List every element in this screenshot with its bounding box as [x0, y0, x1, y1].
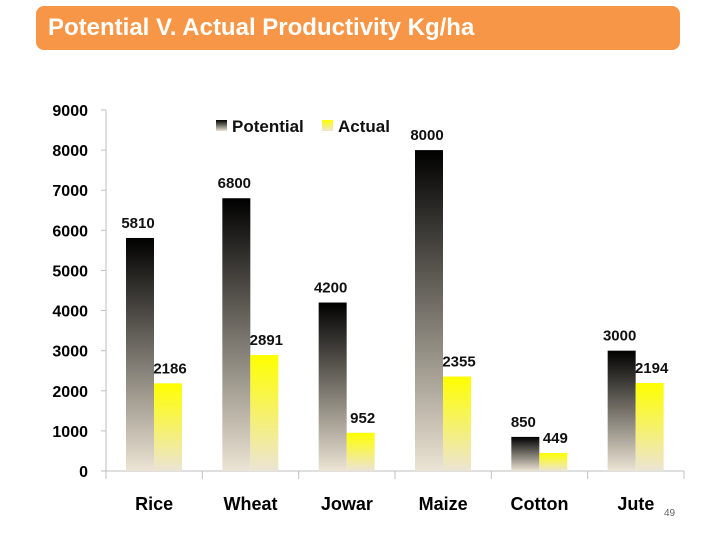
bar-actual-wheat	[250, 355, 279, 471]
bar-potential-maize	[415, 150, 443, 471]
data-label-potential: 850	[511, 414, 536, 431]
data-label-actual: 2194	[635, 360, 669, 377]
bar-actual-jowar	[346, 432, 375, 471]
bar-actual-maize	[443, 376, 471, 471]
page-title: Potential V. Actual Productivity Kg/ha	[48, 14, 475, 41]
x-tick-label: Rice	[135, 494, 173, 514]
chart-axes: 0 1000 2000 3000 4000 5000 6000 7000 8000 9000 Ric…	[52, 103, 685, 514]
legend-label-actual: Actual	[338, 117, 390, 136]
bar-potential-jute	[607, 350, 636, 471]
x-tick-label: Cotton	[511, 494, 569, 514]
bar-potential-cotton	[511, 436, 540, 471]
bar-actual-cotton	[539, 452, 568, 471]
data-label-potential: 6800	[218, 175, 251, 192]
data-label-actual: 2891	[250, 332, 283, 349]
data-label-actual: 449	[543, 430, 568, 447]
legend-swatch-actual	[322, 120, 333, 131]
y-tick-label: 1000	[52, 424, 88, 441]
data-label-potential: 4200	[314, 280, 347, 297]
data-label-potential: 8000	[410, 127, 443, 144]
bar-potential-wheat	[222, 198, 251, 471]
bar-potential-rice	[126, 237, 154, 471]
chart-bars	[126, 150, 664, 471]
legend-swatch-potential	[216, 120, 227, 131]
y-tick-label: 4000	[52, 304, 88, 321]
chart-data-labels: 5810 6800 4200 8000 850 3000 2186 2891 952 2355 44…	[121, 127, 669, 447]
y-tick-label: 5000	[52, 263, 88, 280]
y-tick-label: 8000	[52, 143, 88, 160]
data-label-potential: 3000	[603, 328, 636, 345]
data-label-potential: 5810	[121, 215, 154, 232]
y-tick-label: 7000	[52, 183, 88, 200]
x-tick-label: Maize	[419, 494, 468, 514]
page-number: 49	[664, 508, 676, 519]
bar-potential-jowar	[318, 302, 347, 471]
chart-legend: Potential Actual	[216, 117, 390, 136]
y-tick-label: 9000	[52, 103, 88, 120]
title-bar: Potential V. Actual Productivity Kg/ha	[36, 6, 680, 50]
legend-label-potential: Potential	[232, 117, 304, 136]
x-tick-label: Jowar	[321, 494, 373, 514]
data-label-actual: 2355	[442, 354, 475, 371]
data-label-actual: 952	[350, 410, 375, 427]
y-tick-label: 3000	[52, 344, 88, 361]
bar-actual-jute	[635, 382, 664, 471]
bar-actual-rice	[154, 383, 182, 471]
x-tick-label: Jute	[617, 494, 654, 514]
y-tick-label: 6000	[52, 223, 88, 240]
y-tick-label: 0	[79, 464, 88, 481]
y-tick-label: 2000	[52, 384, 88, 401]
x-tick-label: Wheat	[224, 494, 278, 514]
data-label-actual: 2186	[153, 360, 186, 377]
